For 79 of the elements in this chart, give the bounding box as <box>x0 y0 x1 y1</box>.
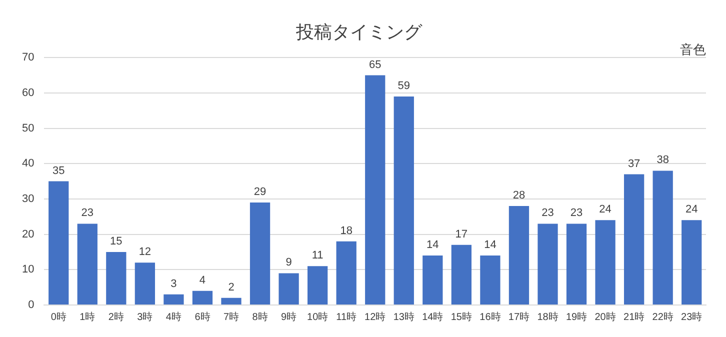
data-label: 38 <box>656 154 669 166</box>
data-label: 28 <box>512 190 526 202</box>
y-tick-label: 40 <box>22 158 34 170</box>
data-label: 59 <box>398 80 410 92</box>
data-label: 14 <box>426 239 439 252</box>
bar <box>682 220 702 304</box>
data-label: 17 <box>455 228 468 240</box>
bar <box>451 244 472 304</box>
data-label: 18 <box>340 224 352 237</box>
bar <box>566 224 587 304</box>
y-tick-label: 70 <box>22 52 34 64</box>
y-tick-label: 60 <box>22 86 34 99</box>
bar <box>394 96 414 304</box>
bar <box>652 170 673 304</box>
data-label: 24 <box>685 204 698 216</box>
x-tick-label: 20時 <box>594 310 616 323</box>
x-tick-label: 12時 <box>364 310 386 323</box>
bar <box>278 273 299 304</box>
bar <box>422 256 443 304</box>
bar <box>48 181 69 304</box>
x-tick-label: 17時 <box>508 310 530 323</box>
bar <box>106 252 126 304</box>
bar <box>308 266 328 304</box>
x-tick-label: 15時 <box>450 310 472 323</box>
y-tick-label: 0 <box>28 299 34 312</box>
x-tick-label: 1時 <box>80 310 96 323</box>
chart-title: 投稿タイミング <box>295 22 423 42</box>
x-tick-label: 19時 <box>566 310 588 323</box>
data-label: 65 <box>368 58 382 71</box>
data-label: 37 <box>628 158 640 170</box>
x-tick-label: 7時 <box>223 310 240 323</box>
x-tick-label: 10時 <box>307 310 328 323</box>
text: 音色 <box>680 42 706 58</box>
data-label: 23 <box>570 207 583 220</box>
x-tick-label: 9時 <box>281 310 297 323</box>
x-tick-label: 4時 <box>166 310 182 323</box>
bar <box>624 174 644 304</box>
bar <box>250 202 270 304</box>
bar <box>77 224 98 304</box>
data-label: 14 <box>484 239 496 252</box>
x-tick-label: 21時 <box>624 310 645 323</box>
x-tick-label: 23時 <box>681 310 702 323</box>
x-tick-label: 3時 <box>137 310 153 323</box>
x-tick-label: 2時 <box>108 310 124 323</box>
x-tick-label: 6時 <box>194 310 210 323</box>
bar <box>336 241 356 304</box>
bar <box>595 220 616 304</box>
bar <box>508 206 530 304</box>
data-label: 4 <box>199 274 206 286</box>
x-tick-label: 16時 <box>480 310 501 323</box>
data-label: 2 <box>228 281 234 294</box>
y-tick-label: 50 <box>22 122 34 134</box>
bar <box>480 256 500 304</box>
bar <box>192 290 213 304</box>
y-tick-label: 10 <box>22 264 34 276</box>
y-tick-label: 30 <box>22 193 34 206</box>
x-tick-label: 13時 <box>393 310 414 323</box>
data-label: 24 <box>599 204 612 216</box>
data-label: 9 <box>286 256 292 269</box>
x-tick-label: 11時 <box>336 310 357 323</box>
y-tick-label: 20 <box>22 228 34 240</box>
bar <box>365 75 386 304</box>
data-label: 35 <box>52 164 65 177</box>
bar <box>134 262 156 304</box>
x-tick-label: 0時 <box>50 310 66 323</box>
x-tick-label: 22時 <box>652 310 674 323</box>
bar <box>221 298 242 304</box>
data-label: 29 <box>254 186 266 198</box>
data-label: 23 <box>81 207 94 220</box>
data-label: 11 <box>312 250 324 262</box>
x-tick-label: 18時 <box>537 310 558 323</box>
data-label: 12 <box>138 246 152 258</box>
bar <box>538 224 558 304</box>
data-label: 3 <box>170 278 177 290</box>
x-tick-label: 8時 <box>252 310 268 323</box>
data-label: 23 <box>542 207 554 220</box>
bar <box>164 294 184 304</box>
x-tick-label: 14時 <box>422 310 444 323</box>
data-label: 15 <box>110 236 122 248</box>
